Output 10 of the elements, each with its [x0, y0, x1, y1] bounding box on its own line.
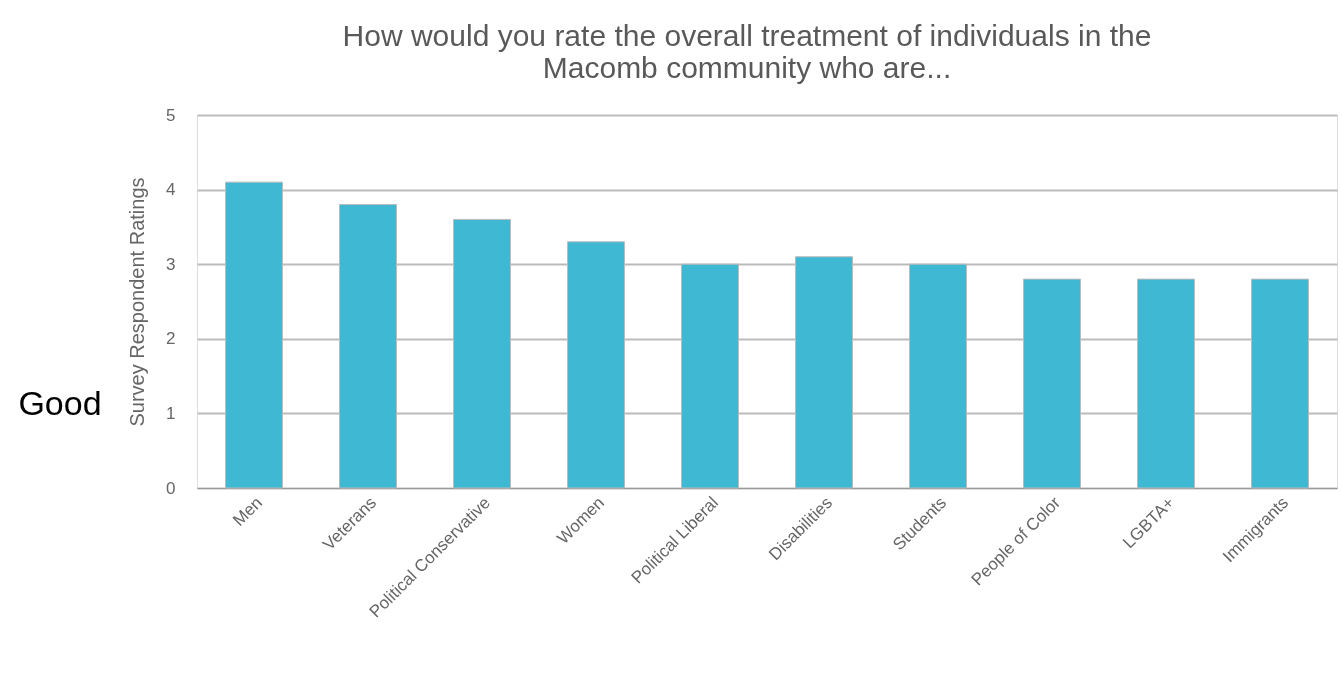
y-tick-label: 2 [166, 329, 176, 349]
text: Good [18, 384, 102, 422]
y-tick-label: 1 [166, 403, 176, 423]
y-tick-label: 0 [166, 478, 176, 498]
x-tick-label: Men [229, 493, 267, 530]
y-tick-label: 4 [166, 180, 176, 200]
y-tick-label: 5 [166, 105, 176, 125]
y-tick-label: 3 [166, 254, 176, 274]
y-axis-title: Survey Respondent Ratings [126, 177, 149, 427]
chart-title: How would you rate the overall treatment of individuals in the Macomb community who are... [342, 19, 1152, 84]
